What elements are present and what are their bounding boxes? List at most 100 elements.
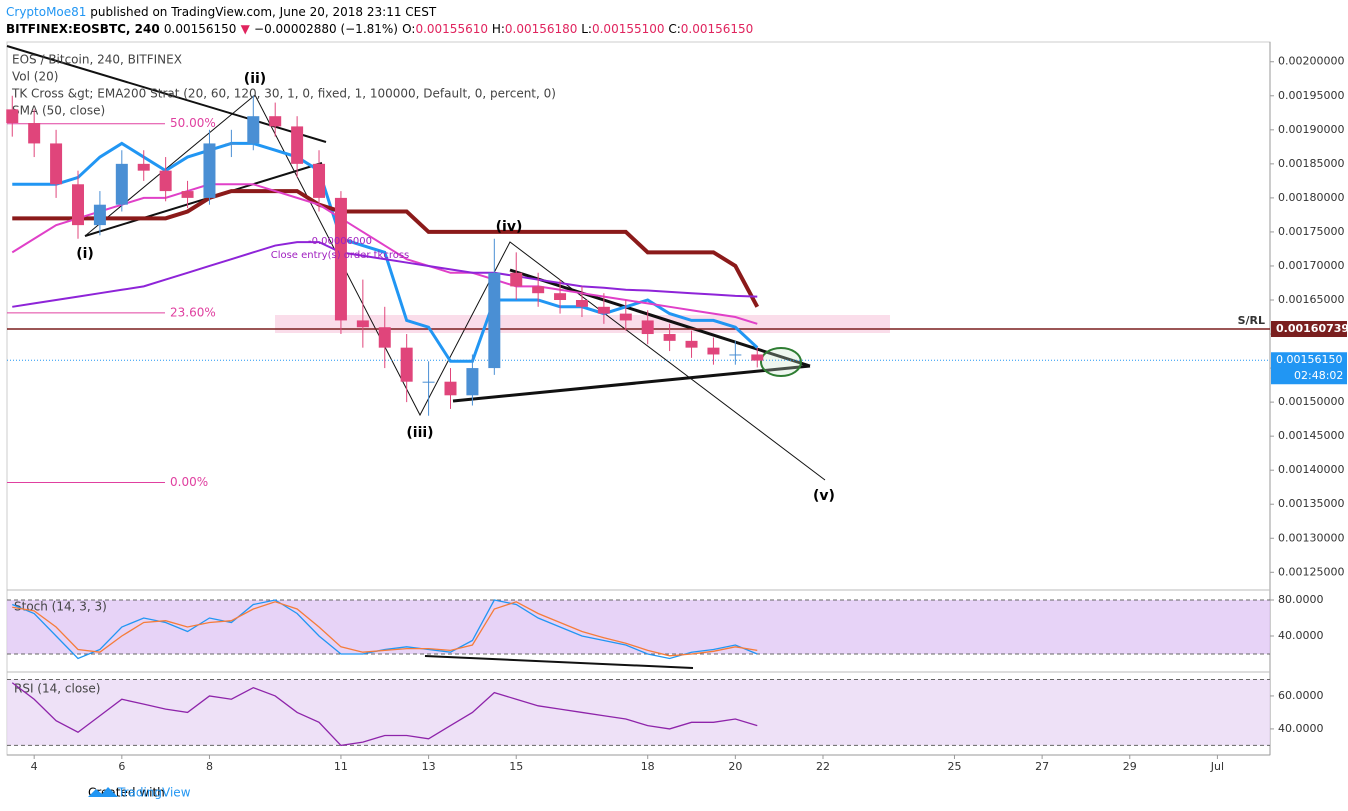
- last-price-badge: [1271, 352, 1347, 385]
- series-line: [12, 241, 758, 308]
- x-tick-label: 11: [334, 760, 348, 773]
- candle-body: [685, 340, 698, 348]
- y-tick-label: 0.00185000: [1278, 157, 1344, 170]
- header: CryptoMoe81 published on TradingView.com…: [6, 4, 757, 38]
- y-tick-label: 40.0000: [1278, 722, 1324, 735]
- x-tick-label: 18: [641, 760, 655, 773]
- legend-entry: TK Cross &gt; EMA200 Strat (20, 60, 120,…: [11, 87, 556, 101]
- candle-body: [378, 327, 391, 348]
- candle-body: [159, 170, 172, 192]
- candle-body: [641, 320, 654, 335]
- header-line1: CryptoMoe81 published on TradingView.com…: [6, 4, 757, 21]
- ohlc-key: C:: [668, 22, 681, 36]
- y-tick-label: 40.0000: [1278, 629, 1324, 642]
- y-tick-label: 0.00165000: [1278, 293, 1344, 306]
- candle-body: [93, 204, 106, 226]
- series-line: [12, 601, 758, 657]
- x-tick-label: 4: [31, 760, 38, 773]
- candle-body: [6, 109, 19, 124]
- y-tick-label: 0.00180000: [1278, 191, 1344, 204]
- sr-badge: [1271, 321, 1347, 338]
- candle-body: [28, 123, 41, 144]
- annotation: (iii): [406, 425, 433, 441]
- x-tick-label: 22: [816, 760, 830, 773]
- x-tick-label: Jul: [1210, 760, 1224, 773]
- y-tick-label: 0.00195000: [1278, 89, 1344, 102]
- y-tick-label: 0.00190000: [1278, 123, 1344, 136]
- y-tick-label: 0.00170000: [1278, 259, 1344, 272]
- ohlc-value: 0.00156180: [504, 22, 578, 36]
- y-tick-label: 0.00135000: [1278, 497, 1344, 510]
- last-price-label: 0.00156150: [1276, 353, 1342, 366]
- y-tick-label: 0.00175000: [1278, 225, 1344, 238]
- candle-body: [269, 116, 282, 127]
- candle-body: [247, 116, 260, 144]
- annotation: (iv): [496, 219, 523, 235]
- annotation: Close entry(s) order tkcross: [271, 250, 410, 261]
- y-tick-label: 0.00125000: [1278, 565, 1344, 578]
- sr-label: 0.00160739: [1276, 322, 1348, 335]
- annotation: -0.00006000: [308, 236, 372, 247]
- candle-body: [554, 293, 567, 301]
- candle-body: [50, 143, 63, 185]
- ohlc-value: 0.00156150: [680, 22, 754, 36]
- candle-body: [575, 300, 588, 307]
- x-tick-label: 15: [509, 760, 523, 773]
- fib-label: 0.00%: [170, 475, 208, 489]
- x-tick-label: 20: [728, 760, 742, 773]
- price: 0.00156150: [163, 22, 237, 36]
- band: [7, 679, 1270, 746]
- wave-path: [84, 94, 826, 481]
- brand-logo: [88, 787, 118, 797]
- series-line: [11, 682, 758, 747]
- candle-body: [225, 143, 238, 145]
- candle-body: [137, 163, 150, 171]
- y-tick-label: 0.00145000: [1278, 429, 1344, 442]
- candle-body: [488, 272, 501, 369]
- x-tick-label: 6: [118, 760, 125, 773]
- candle-body: [729, 354, 742, 356]
- y-tick-label: 0.00140000: [1278, 463, 1344, 476]
- ohlc-key: L:: [581, 22, 592, 36]
- candle-body: [532, 286, 545, 294]
- candle-body: [356, 320, 369, 328]
- drawings: [6, 45, 826, 669]
- trendline: [452, 364, 811, 403]
- countdown: 02:48:02: [1294, 369, 1343, 382]
- arrow: ▼: [240, 22, 250, 36]
- divergence-line: [424, 655, 694, 669]
- annotation: (i): [76, 246, 94, 262]
- published: published on TradingView.com, June 20, 2…: [90, 5, 437, 19]
- candle-body: [203, 143, 216, 198]
- x-tick-label: 13: [422, 760, 436, 773]
- fib-label: 50.00%: [170, 116, 216, 130]
- x-tick-label: 8: [206, 760, 213, 773]
- candle-body: [751, 354, 764, 361]
- author[interactable]: CryptoMoe81: [6, 5, 87, 19]
- candle-body: [597, 306, 610, 314]
- candle-body: [400, 347, 413, 382]
- ohlc-key: H:: [491, 22, 505, 36]
- y-tick-label: 80.0000: [1278, 593, 1324, 606]
- footer-brand[interactable]: TradingView: [117, 786, 191, 800]
- x-tick-label: 25: [947, 760, 961, 773]
- ohlc-key: O:: [402, 22, 416, 36]
- y-tick-label: 60.0000: [1278, 689, 1324, 702]
- legend-entry: Vol (20): [12, 70, 58, 84]
- series-line: [12, 189, 760, 308]
- ohlc-value: 0.00155100: [591, 22, 665, 36]
- header-line2: BITFINEX:EOSBTC, 240 0.00156150 ▼ −0.000…: [6, 21, 757, 38]
- ohlc-value: 0.00155610: [415, 22, 488, 36]
- highlight-ellipse: [760, 347, 802, 377]
- x-tick-label: 27: [1035, 760, 1049, 773]
- candle-body: [663, 334, 676, 341]
- x-tick-label: 29: [1123, 760, 1137, 773]
- sr-name: S/RL: [1238, 314, 1265, 327]
- candle-body: [181, 191, 194, 198]
- candle-body: [115, 163, 128, 205]
- symbol: BITFINEX:EOSBTC, 240: [6, 22, 160, 36]
- candle-body: [422, 381, 435, 383]
- annotation: (ii): [244, 71, 266, 87]
- legend-entry: SMA (50, close): [12, 104, 105, 118]
